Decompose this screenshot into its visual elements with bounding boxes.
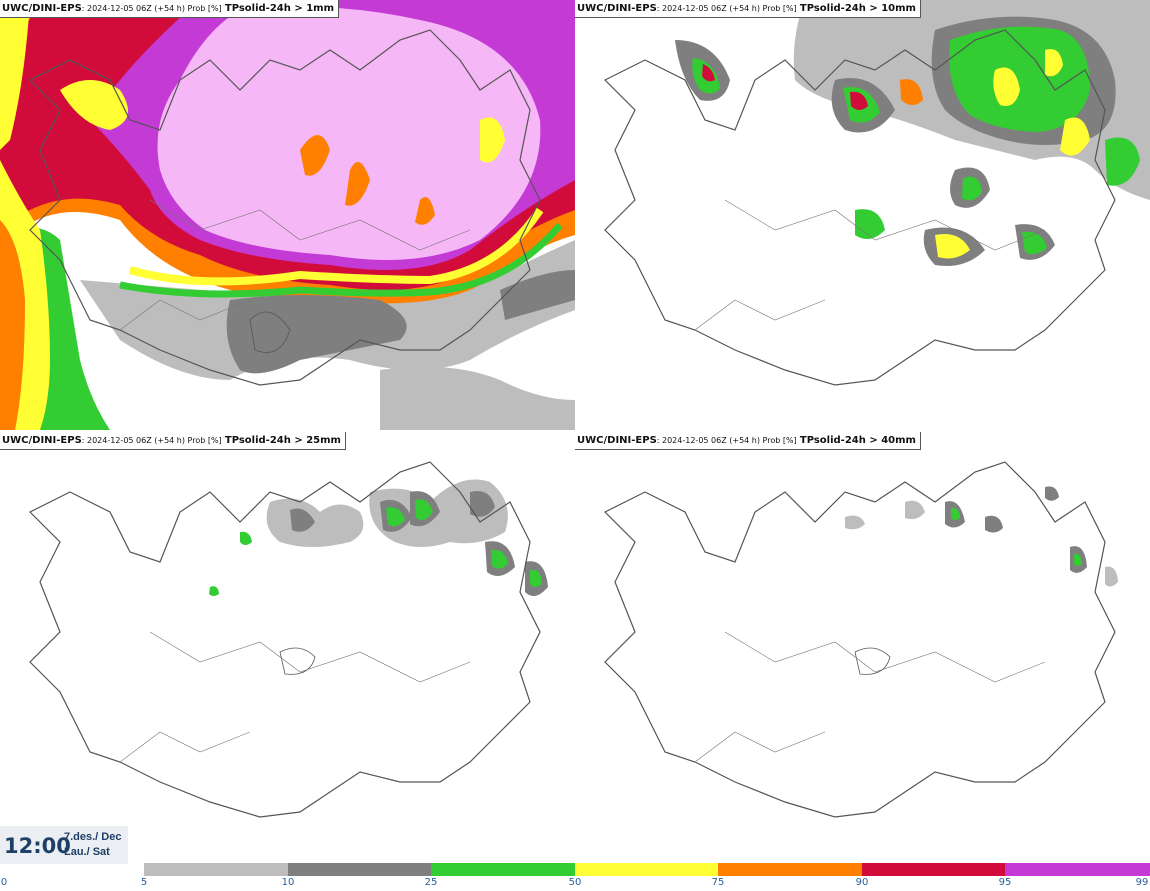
colorbar-tick-label: 75 xyxy=(711,877,725,888)
colorbar-segment xyxy=(862,863,1005,876)
colorbar-tick-label: 90 xyxy=(855,877,869,888)
run-info: : 2024-12-05 06Z (+54 h) Prob [%] xyxy=(81,436,222,445)
field-label: TPsolid-24h > 25mm xyxy=(224,435,341,446)
map-panel-10mm: UWC/DINI-EPS: 2024-12-05 06Z (+54 h) Pro… xyxy=(575,0,1150,430)
map-panel-25mm: UWC/DINI-EPS: 2024-12-05 06Z (+54 h) Pro… xyxy=(0,432,575,862)
colorbar-segment xyxy=(718,863,862,876)
probability-colorbar xyxy=(144,863,1150,876)
valid-date: 7.des./ Dec xyxy=(64,831,122,843)
run-info: : 2024-12-05 06Z (+54 h) Prob [%] xyxy=(81,4,222,13)
run-info: : 2024-12-05 06Z (+54 h) Prob [%] xyxy=(656,4,797,13)
colorbar-segment xyxy=(575,863,718,876)
colorbar-tick-label: 95 xyxy=(998,877,1012,888)
valid-time-clock: 12:00 xyxy=(4,834,71,858)
colorbar-tick-label: 10 xyxy=(281,877,295,888)
valid-time-box: 12:00 7.des./ Dec Lau./ Sat xyxy=(0,826,128,864)
probability-map-40mm xyxy=(575,432,1150,862)
panel-title: UWC/DINI-EPS: 2024-12-05 06Z (+54 h) Pro… xyxy=(0,0,340,18)
colorbar-segment xyxy=(288,863,431,876)
map-panel-40mm: UWC/DINI-EPS: 2024-12-05 06Z (+54 h) Pro… xyxy=(575,432,1150,862)
model-name: UWC/DINI-EPS xyxy=(2,435,82,446)
map-panel-1mm: UWC/DINI-EPS: 2024-12-05 06Z (+54 h) Pro… xyxy=(0,0,575,430)
colorbar-tick-label: 5 xyxy=(140,877,148,888)
field-label: TPsolid-24h > 1mm xyxy=(224,3,335,14)
colorbar-segment xyxy=(1005,863,1150,876)
valid-weekday: Lau./ Sat xyxy=(64,846,110,858)
colorbar-tick-label: 99 xyxy=(1135,877,1149,888)
colorbar-segment xyxy=(144,863,288,876)
run-info: : 2024-12-05 06Z (+54 h) Prob [%] xyxy=(656,436,797,445)
probability-map-25mm xyxy=(0,432,575,862)
probability-map-10mm xyxy=(575,0,1150,430)
panel-title: UWC/DINI-EPS: 2024-12-05 06Z (+54 h) Pro… xyxy=(575,0,921,18)
colorbar-tick-label: 0 xyxy=(0,877,8,888)
panel-title: UWC/DINI-EPS: 2024-12-05 06Z (+54 h) Pro… xyxy=(0,432,346,450)
model-name: UWC/DINI-EPS xyxy=(577,435,657,446)
colorbar-segment xyxy=(431,863,575,876)
colorbar-tick-label: 25 xyxy=(424,877,438,888)
model-name: UWC/DINI-EPS xyxy=(2,3,82,14)
colorbar-tick-label: 50 xyxy=(568,877,582,888)
panel-title: UWC/DINI-EPS: 2024-12-05 06Z (+54 h) Pro… xyxy=(575,432,921,450)
probability-map-1mm xyxy=(0,0,575,430)
field-label: TPsolid-24h > 10mm xyxy=(799,3,916,14)
model-name: UWC/DINI-EPS xyxy=(577,3,657,14)
field-label: TPsolid-24h > 40mm xyxy=(799,435,916,446)
